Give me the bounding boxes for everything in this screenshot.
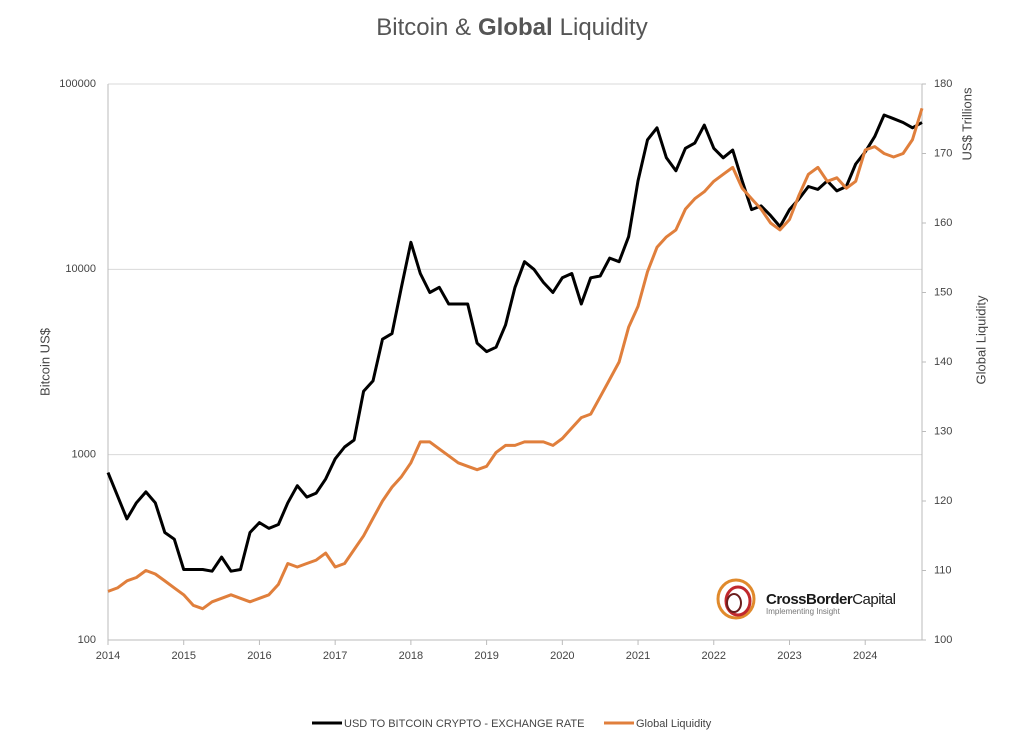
chart-title: Bitcoin & Global Liquidity (376, 14, 647, 41)
y2-tick-label: 150 (934, 286, 952, 298)
logo-name-bold: CrossBorder (766, 591, 853, 608)
logo-tagline: Implementing Insight (766, 607, 841, 616)
legend-label: USD TO BITCOIN CRYPTO - EXCHANGE RATE (344, 718, 584, 730)
x-tick-label: 2024 (853, 650, 877, 662)
legend-label: Global Liquidity (636, 718, 712, 730)
series-line (106, 113, 923, 573)
x-tick-label: 2016 (247, 650, 271, 662)
y-tick-label: 10000 (65, 263, 96, 275)
x-tick-label: 2021 (626, 650, 650, 662)
y2-tick-label: 140 (934, 356, 952, 368)
logo-name-regular: Capital (852, 591, 895, 608)
logo-ring (724, 585, 752, 617)
series-line (107, 107, 924, 611)
y2-tick-label: 170 (934, 147, 952, 159)
x-tick-label: 2014 (96, 650, 120, 662)
x-tick-label: 2023 (777, 650, 801, 662)
y-tick-label: 1000 (72, 449, 96, 461)
y2-tick-label: 160 (934, 217, 952, 229)
x-tick-label: 2019 (474, 650, 498, 662)
logo-name: CrossBorderCapital (766, 591, 896, 608)
logo-ring (726, 593, 742, 613)
title-part: Global (478, 14, 553, 41)
y2-axis-unit: US$ Trillions (959, 87, 974, 160)
y2-tick-label: 100 (934, 634, 952, 646)
y2-tick-label: 120 (934, 495, 952, 507)
x-tick-label: 2017 (323, 650, 347, 662)
x-tick-label: 2022 (702, 650, 726, 662)
y2-axis-label: Global Liquidity (973, 295, 988, 384)
title-part: Liquidity (560, 14, 648, 41)
title-part: Bitcoin & (376, 14, 471, 41)
x-tick-label: 2015 (171, 650, 195, 662)
y-axis-label: Bitcoin US$ (37, 327, 52, 396)
x-tick-label: 2020 (550, 650, 574, 662)
y2-tick-label: 180 (934, 78, 952, 90)
y-tick-label: 100000 (59, 78, 96, 90)
logo: CrossBorderCapital Implementing Insight (716, 578, 896, 620)
y-tick-label: 100 (78, 634, 96, 646)
x-tick-label: 2018 (399, 650, 423, 662)
y2-tick-label: 110 (934, 564, 952, 576)
logo-ring (716, 578, 756, 620)
y2-tick-label: 130 (934, 425, 952, 437)
